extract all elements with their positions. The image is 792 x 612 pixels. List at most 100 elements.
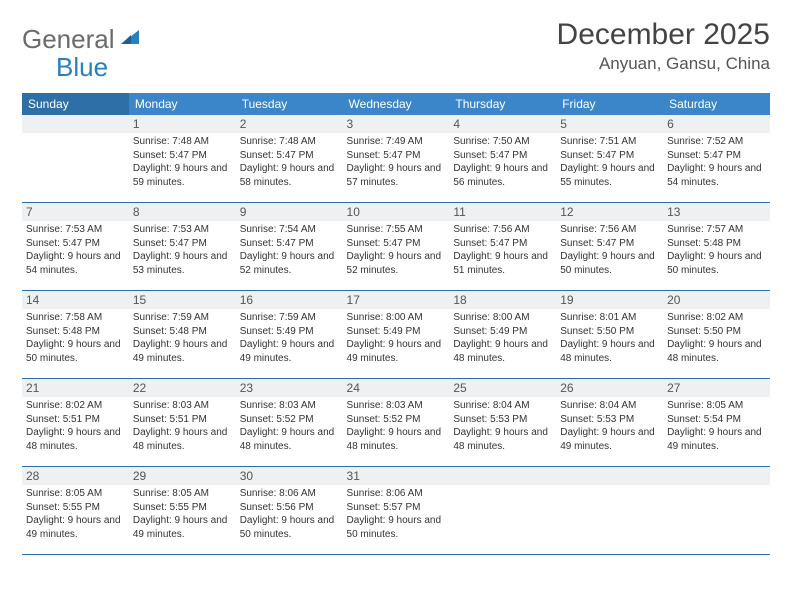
- day-number: 11: [449, 203, 556, 221]
- daylight-text: Daylight: 9 hours and 59 minutes.: [133, 162, 232, 189]
- sunrise-text: Sunrise: 8:05 AM: [133, 487, 232, 501]
- sunrise-text: Sunrise: 7:52 AM: [667, 135, 766, 149]
- daylight-text: Daylight: 9 hours and 48 minutes.: [560, 338, 659, 365]
- calendar-cell: 16Sunrise: 7:59 AMSunset: 5:49 PMDayligh…: [236, 291, 343, 379]
- sunset-text: Sunset: 5:49 PM: [453, 325, 552, 339]
- day-details: Sunrise: 7:55 AMSunset: 5:47 PMDaylight:…: [347, 223, 446, 277]
- day-number: 1: [129, 115, 236, 133]
- calendar-week-row: 1Sunrise: 7:48 AMSunset: 5:47 PMDaylight…: [22, 115, 770, 203]
- day-number: 23: [236, 379, 343, 397]
- calendar-week-row: 14Sunrise: 7:58 AMSunset: 5:48 PMDayligh…: [22, 291, 770, 379]
- logo: General: [22, 18, 141, 55]
- day-details: Sunrise: 7:51 AMSunset: 5:47 PMDaylight:…: [560, 135, 659, 189]
- sunset-text: Sunset: 5:48 PM: [26, 325, 125, 339]
- sunrise-text: Sunrise: 8:03 AM: [240, 399, 339, 413]
- calendar-cell: 21Sunrise: 8:02 AMSunset: 5:51 PMDayligh…: [22, 379, 129, 467]
- day-details: Sunrise: 8:04 AMSunset: 5:53 PMDaylight:…: [453, 399, 552, 453]
- day-number: 7: [22, 203, 129, 221]
- sunset-text: Sunset: 5:49 PM: [240, 325, 339, 339]
- day-details: Sunrise: 7:50 AMSunset: 5:47 PMDaylight:…: [453, 135, 552, 189]
- sunrise-text: Sunrise: 8:04 AM: [560, 399, 659, 413]
- sunrise-text: Sunrise: 8:03 AM: [133, 399, 232, 413]
- sunrise-text: Sunrise: 7:53 AM: [133, 223, 232, 237]
- sunrise-text: Sunrise: 7:51 AM: [560, 135, 659, 149]
- weekday-header: Wednesday: [343, 93, 450, 115]
- calendar-cell: [663, 467, 770, 555]
- weekday-header: Sunday: [22, 93, 129, 115]
- sunset-text: Sunset: 5:47 PM: [347, 237, 446, 251]
- sunrise-text: Sunrise: 8:00 AM: [453, 311, 552, 325]
- calendar-cell: 6 Sunrise: 7:52 AMSunset: 5:47 PMDaylight…: [663, 115, 770, 203]
- day-details: Sunrise: 7:52 AMSunset: 5:47 PMDaylight:…: [667, 135, 766, 189]
- day-details: Sunrise: 8:04 AMSunset: 5:53 PMDaylight:…: [560, 399, 659, 453]
- calendar-cell: 13 Sunrise: 7:57 AMSunset: 5:48 PMDayligh…: [663, 203, 770, 291]
- sunset-text: Sunset: 5:56 PM: [240, 501, 339, 515]
- sunset-text: Sunset: 5:52 PM: [240, 413, 339, 427]
- calendar-cell: 20 Sunrise: 8:02 AMSunset: 5:50 PMDayligh…: [663, 291, 770, 379]
- calendar-cell: [449, 467, 556, 555]
- sunset-text: Sunset: 5:50 PM: [667, 325, 766, 339]
- calendar-table: SundayMondayTuesdayWednesdayThursdayFrid…: [22, 93, 770, 555]
- sunset-text: Sunset: 5:54 PM: [667, 413, 766, 427]
- daylight-text: Daylight: 9 hours and 50 minutes.: [560, 250, 659, 277]
- day-number: 13: [663, 203, 770, 221]
- daylight-text: Daylight: 9 hours and 49 minutes.: [347, 338, 446, 365]
- day-number: 14: [22, 291, 129, 309]
- weekday-header: Monday: [129, 93, 236, 115]
- sunset-text: Sunset: 5:47 PM: [453, 149, 552, 163]
- daylight-text: Daylight: 9 hours and 54 minutes.: [667, 162, 766, 189]
- day-number: 9: [236, 203, 343, 221]
- sunrise-text: Sunrise: 7:58 AM: [26, 311, 125, 325]
- day-number: 18: [449, 291, 556, 309]
- logo-word1: General: [22, 24, 115, 55]
- daylight-text: Daylight: 9 hours and 48 minutes.: [667, 338, 766, 365]
- day-number: 5: [556, 115, 663, 133]
- sunrise-text: Sunrise: 7:55 AM: [347, 223, 446, 237]
- daylight-text: Daylight: 9 hours and 52 minutes.: [347, 250, 446, 277]
- calendar-cell: 17Sunrise: 8:00 AMSunset: 5:49 PMDayligh…: [343, 291, 450, 379]
- sunrise-text: Sunrise: 8:05 AM: [26, 487, 125, 501]
- sunrise-text: Sunrise: 7:53 AM: [26, 223, 125, 237]
- calendar-cell: 30Sunrise: 8:06 AMSunset: 5:56 PMDayligh…: [236, 467, 343, 555]
- calendar-cell: 4Sunrise: 7:50 AMSunset: 5:47 PMDaylight…: [449, 115, 556, 203]
- day-number: 6: [663, 115, 770, 133]
- sunset-text: Sunset: 5:47 PM: [560, 149, 659, 163]
- sunrise-text: Sunrise: 8:00 AM: [347, 311, 446, 325]
- day-details: Sunrise: 7:58 AMSunset: 5:48 PMDaylight:…: [26, 311, 125, 365]
- calendar-cell: 15Sunrise: 7:59 AMSunset: 5:48 PMDayligh…: [129, 291, 236, 379]
- page: General December 2025 Anyuan, Gansu, Chi…: [0, 0, 792, 573]
- calendar-cell: 2Sunrise: 7:48 AMSunset: 5:47 PMDaylight…: [236, 115, 343, 203]
- day-details: Sunrise: 8:05 AMSunset: 5:54 PMDaylight:…: [667, 399, 766, 453]
- day-details: Sunrise: 8:02 AMSunset: 5:51 PMDaylight:…: [26, 399, 125, 453]
- sunrise-text: Sunrise: 8:02 AM: [667, 311, 766, 325]
- sunset-text: Sunset: 5:55 PM: [26, 501, 125, 515]
- daylight-text: Daylight: 9 hours and 50 minutes.: [240, 514, 339, 541]
- daylight-text: Daylight: 9 hours and 48 minutes.: [453, 338, 552, 365]
- day-number: 19: [556, 291, 663, 309]
- sunset-text: Sunset: 5:48 PM: [667, 237, 766, 251]
- sunrise-text: Sunrise: 8:03 AM: [347, 399, 446, 413]
- calendar-cell: 19 Sunrise: 8:01 AMSunset: 5:50 PMDayligh…: [556, 291, 663, 379]
- sunrise-text: Sunrise: 7:57 AM: [667, 223, 766, 237]
- sunrise-text: Sunrise: 7:56 AM: [560, 223, 659, 237]
- daylight-text: Daylight: 9 hours and 57 minutes.: [347, 162, 446, 189]
- calendar-cell: 31Sunrise: 8:06 AMSunset: 5:57 PMDayligh…: [343, 467, 450, 555]
- day-details: Sunrise: 7:57 AMSunset: 5:48 PMDaylight:…: [667, 223, 766, 277]
- daylight-text: Daylight: 9 hours and 49 minutes.: [26, 514, 125, 541]
- calendar-cell: [22, 115, 129, 203]
- calendar-cell: 27Sunrise: 8:05 AMSunset: 5:54 PMDayligh…: [663, 379, 770, 467]
- day-details: Sunrise: 7:49 AMSunset: 5:47 PMDaylight:…: [347, 135, 446, 189]
- daylight-text: Daylight: 9 hours and 50 minutes.: [667, 250, 766, 277]
- sunset-text: Sunset: 5:50 PM: [560, 325, 659, 339]
- sunrise-text: Sunrise: 7:54 AM: [240, 223, 339, 237]
- calendar-head: SundayMondayTuesdayWednesdayThursdayFrid…: [22, 93, 770, 115]
- sunrise-text: Sunrise: 7:59 AM: [240, 311, 339, 325]
- sunrise-text: Sunrise: 8:01 AM: [560, 311, 659, 325]
- calendar-week-row: 7Sunrise: 7:53 AMSunset: 5:47 PMDaylight…: [22, 203, 770, 291]
- day-number: 20: [663, 291, 770, 309]
- day-details: Sunrise: 7:53 AMSunset: 5:47 PMDaylight:…: [26, 223, 125, 277]
- day-details: Sunrise: 7:53 AMSunset: 5:47 PMDaylight:…: [133, 223, 232, 277]
- calendar-cell: 12Sunrise: 7:56 AMSunset: 5:47 PMDayligh…: [556, 203, 663, 291]
- calendar-cell: 3Sunrise: 7:49 AMSunset: 5:47 PMDaylight…: [343, 115, 450, 203]
- sunset-text: Sunset: 5:47 PM: [26, 237, 125, 251]
